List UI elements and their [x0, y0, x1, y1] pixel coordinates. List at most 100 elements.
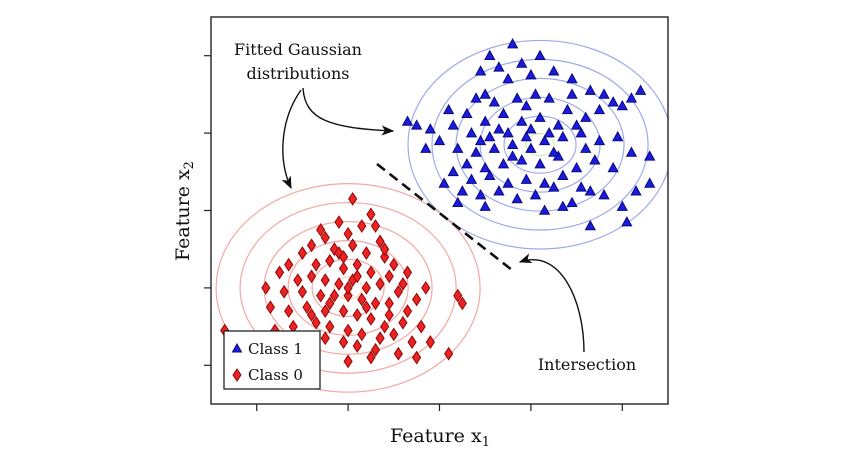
point-class-0-49 — [352, 308, 362, 322]
point-class-0-47 — [320, 304, 330, 319]
point-class-1-57 — [607, 161, 619, 173]
point-class-1-58 — [625, 146, 638, 157]
point-class-0-10 — [361, 246, 371, 260]
point-class-1-88 — [570, 119, 583, 130]
point-class-1-91 — [401, 115, 414, 126]
point-class-0-44 — [265, 300, 276, 315]
point-class-1-63 — [502, 177, 514, 188]
point-class-0-35 — [316, 288, 326, 303]
axis-ticks — [204, 55, 623, 411]
point-class-1-82 — [616, 200, 628, 211]
point-class-1-1 — [506, 38, 519, 49]
point-class-0-55 — [311, 315, 321, 330]
contour-class1-3 — [455, 77, 625, 212]
point-class-0-86 — [306, 308, 317, 322]
point-class-0-33 — [279, 284, 289, 299]
point-class-0-89 — [343, 280, 353, 295]
y-axis-label-subscript: 2 — [182, 161, 197, 169]
point-class-1-25 — [479, 115, 491, 126]
point-class-1-59 — [644, 150, 656, 161]
point-class-1-30 — [411, 119, 423, 130]
annotation-arrow-intersection — [518, 253, 585, 353]
point-class-0-46 — [302, 300, 312, 315]
contour-class0-5 — [215, 183, 481, 393]
point-class-1-71 — [493, 185, 505, 196]
point-class-0-14 — [284, 257, 294, 272]
point-class-0-24 — [306, 269, 317, 284]
point-class-1-38 — [557, 130, 569, 142]
point-class-1-3 — [548, 65, 560, 76]
point-class-1-77 — [452, 196, 464, 208]
point-class-1-10 — [584, 84, 596, 95]
point-class-1-41 — [612, 130, 624, 142]
point-class-1-66 — [557, 169, 569, 180]
contour-class0-1 — [311, 258, 385, 317]
point-class-1-84 — [493, 123, 505, 134]
point-class-0-22 — [274, 265, 285, 280]
point-class-1-15 — [616, 99, 628, 111]
point-class-1-8 — [525, 69, 537, 80]
point-class-0-39 — [370, 296, 381, 311]
point-class-0-25 — [320, 273, 330, 288]
point-class-0-12 — [389, 257, 399, 272]
x-axis-label: Feature x1 — [390, 425, 490, 450]
point-class-1-76 — [584, 185, 596, 196]
point-class-1-55 — [570, 161, 583, 173]
point-class-0-88 — [338, 250, 349, 264]
point-class-0-36 — [329, 288, 339, 303]
contour-class1-5 — [407, 39, 668, 250]
point-class-1-79 — [538, 204, 551, 215]
point-class-0-5 — [375, 234, 385, 249]
point-class-1-72 — [511, 192, 523, 204]
point-class-0-80 — [352, 269, 362, 284]
point-class-0-87 — [380, 319, 390, 334]
point-class-1-53 — [534, 158, 546, 169]
point-class-0-69 — [343, 354, 353, 369]
point-class-1-37 — [538, 134, 551, 146]
point-class-0-77 — [370, 219, 381, 233]
legend: Class 1 Class 0 — [223, 330, 321, 390]
point-class-1-99 — [474, 134, 487, 146]
y-axis-label: Feature x2 — [172, 161, 197, 261]
point-class-0-59 — [375, 331, 385, 346]
point-class-1-47 — [433, 134, 446, 146]
point-class-0-72 — [444, 346, 454, 361]
point-class-1-67 — [575, 181, 587, 192]
point-class-1-34 — [484, 130, 496, 142]
point-class-1-5 — [474, 65, 487, 76]
point-class-0-48 — [338, 304, 349, 319]
point-class-0-15 — [311, 257, 321, 272]
point-class-0-4 — [357, 219, 367, 233]
point-class-1-48 — [420, 142, 432, 153]
point-class-1-42 — [525, 123, 537, 134]
point-class-1-0 — [484, 49, 496, 60]
point-class-1-27 — [516, 115, 528, 126]
point-class-0-67 — [393, 346, 403, 361]
point-class-0-41 — [402, 304, 413, 319]
legend-box — [223, 330, 321, 390]
point-class-1-11 — [598, 88, 610, 99]
point-class-1-56 — [589, 154, 601, 165]
point-class-1-94 — [479, 88, 491, 99]
point-class-1-96 — [506, 150, 519, 161]
point-class-0-66 — [370, 342, 381, 357]
point-class-0-52 — [398, 315, 408, 330]
point-class-1-36 — [520, 130, 532, 142]
point-class-1-28 — [534, 111, 546, 122]
point-class-1-40 — [593, 134, 606, 146]
point-class-1-26 — [497, 107, 510, 119]
point-class-1-9 — [502, 72, 514, 84]
point-class-1-39 — [575, 127, 587, 138]
point-class-0-45 — [284, 304, 294, 319]
point-class-0-65 — [352, 339, 362, 353]
point-class-0-19 — [366, 265, 376, 280]
point-class-0-20 — [384, 269, 394, 284]
point-class-1-81 — [598, 188, 610, 200]
point-class-0-84 — [421, 280, 431, 295]
point-class-1-20 — [529, 88, 542, 99]
point-class-1-22 — [488, 96, 500, 107]
point-class-1-74 — [548, 181, 560, 192]
point-class-0-13 — [297, 246, 308, 260]
annotation-arrow-to-class1 — [302, 87, 395, 136]
